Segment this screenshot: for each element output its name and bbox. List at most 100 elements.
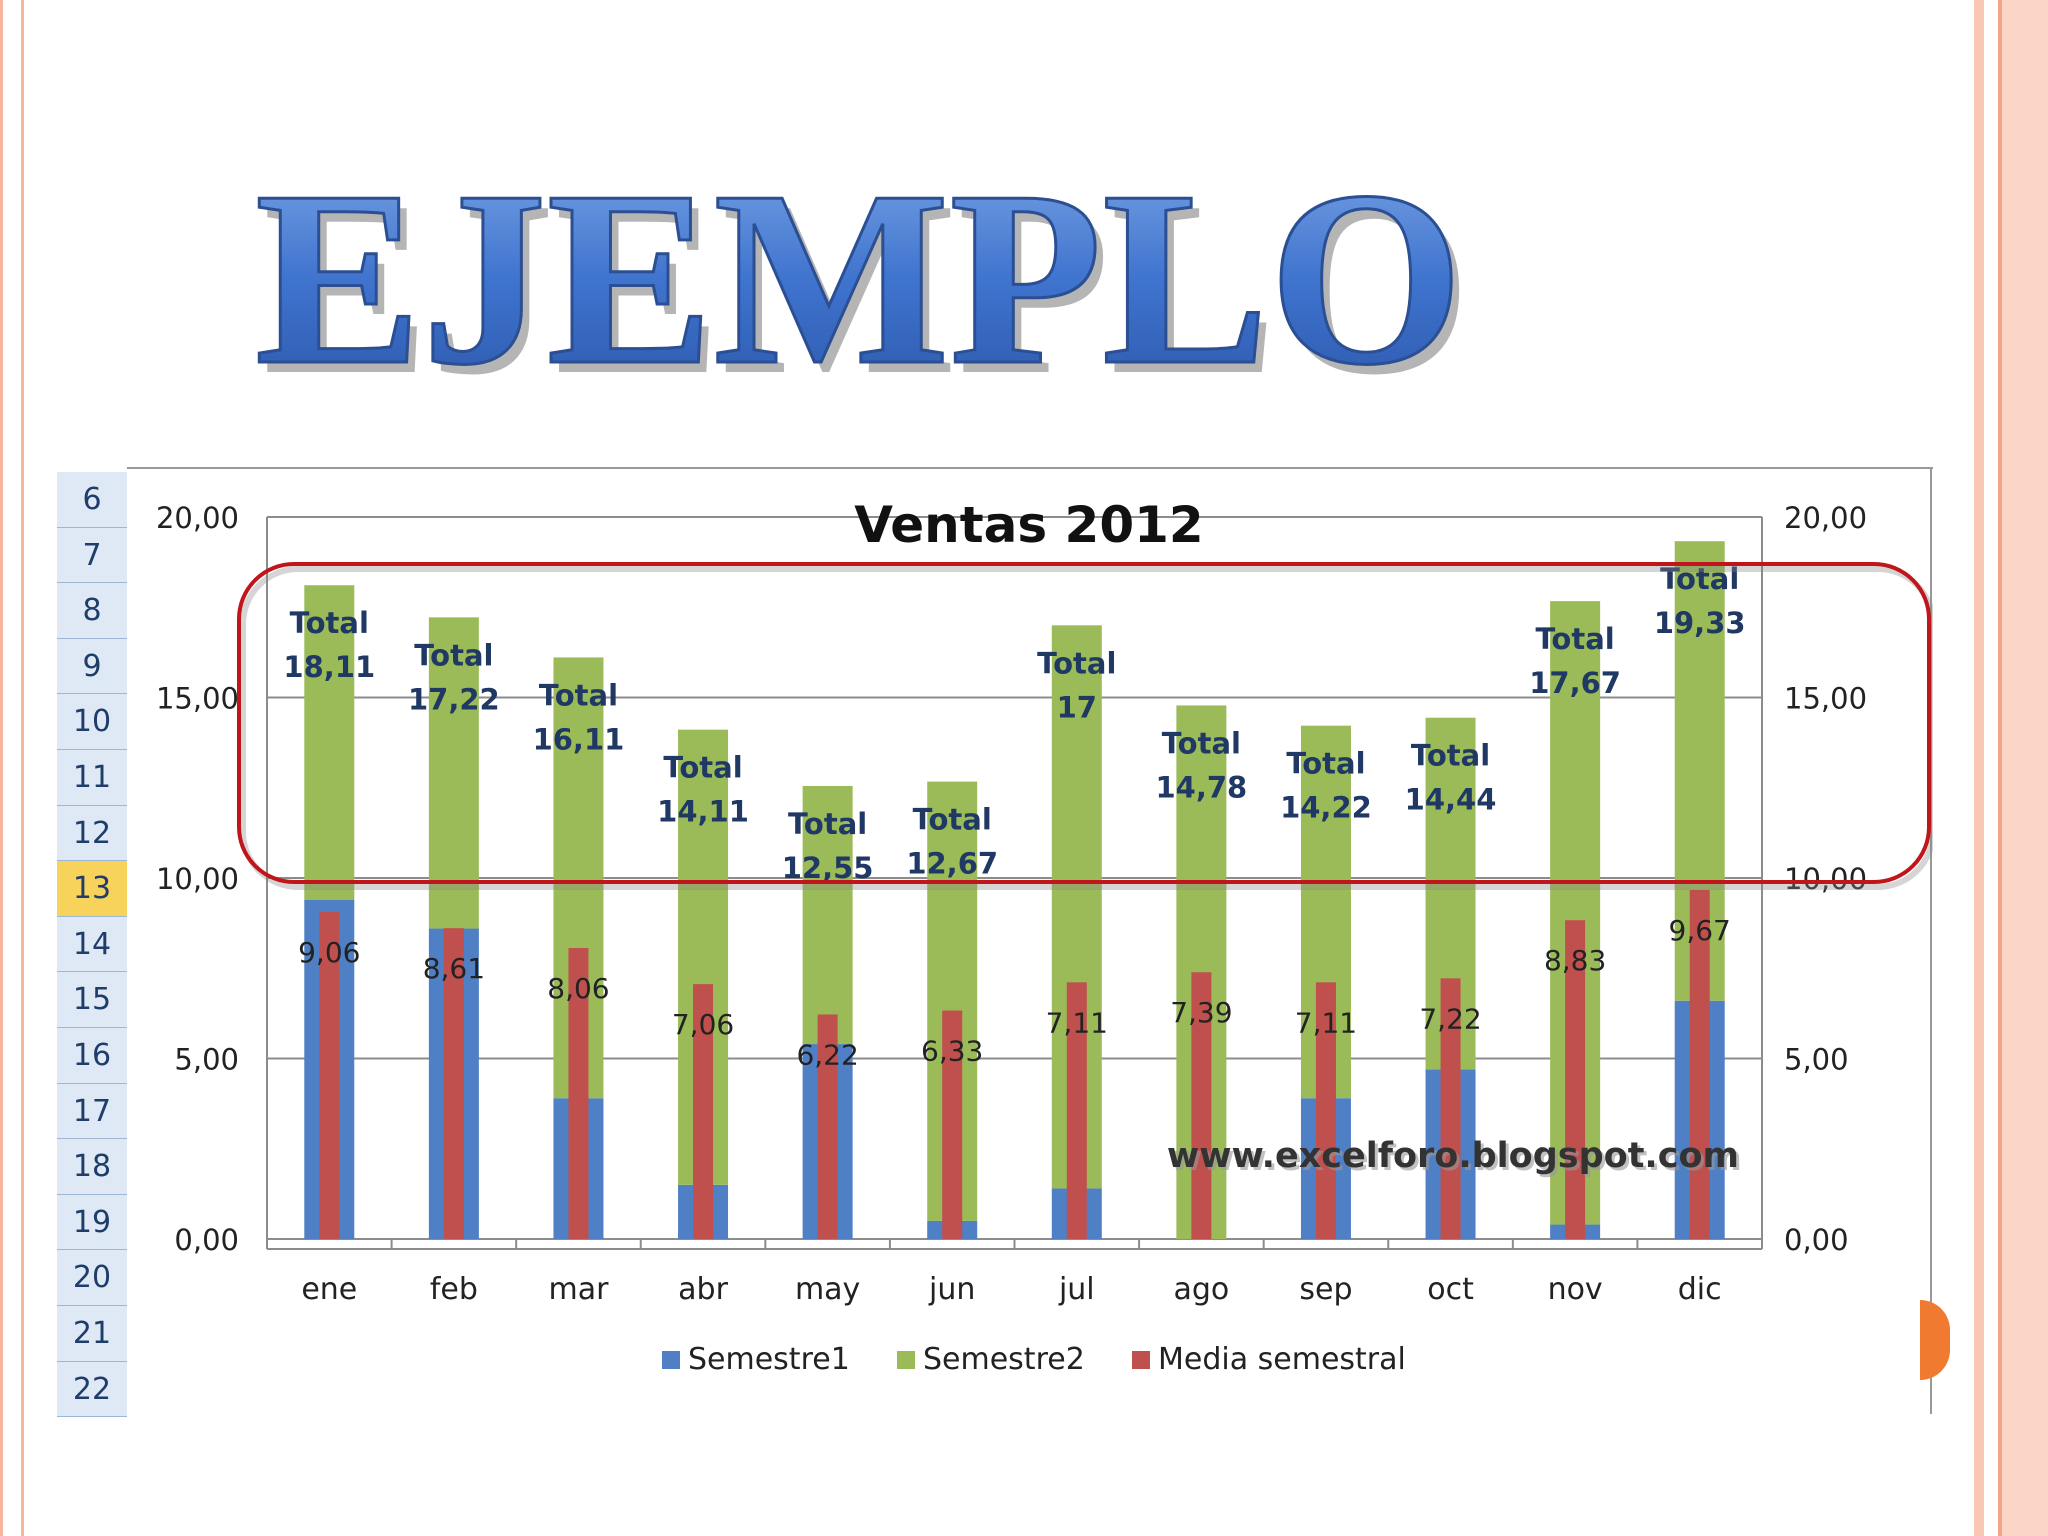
total-data-label: 17,67	[1529, 666, 1621, 700]
bar-semestre2	[802, 785, 853, 1045]
row-header[interactable]: 10	[57, 694, 127, 750]
row-header[interactable]: 12	[57, 805, 127, 862]
media-data-label: 7,11	[1046, 1006, 1108, 1039]
slide-border-right	[1958, 0, 2048, 1536]
legend-label: Semestre2	[923, 1342, 1085, 1377]
legend-label: Media semestral	[1158, 1342, 1406, 1377]
media-data-label: 7,06	[672, 1008, 734, 1041]
x-tick-label: ago	[1173, 1272, 1229, 1307]
x-tick-label: feb	[430, 1272, 478, 1307]
row-header[interactable]: 19	[57, 1194, 127, 1251]
y-tick-label-right: 5,00	[1784, 1043, 1849, 1077]
x-tick-label: jun	[928, 1272, 975, 1307]
row-header[interactable]: 6	[57, 472, 127, 528]
x-tick-label: abr	[678, 1272, 728, 1307]
media-data-label: 9,67	[1669, 914, 1731, 947]
total-label-word: Total	[663, 751, 742, 785]
total-label-word: Total	[539, 678, 618, 712]
bar-media-semestral	[1440, 978, 1461, 1239]
chart-title: Ventas 2012	[854, 496, 1203, 554]
media-data-label: 7,22	[1419, 1002, 1481, 1035]
row-header[interactable]: 18	[57, 1139, 127, 1195]
bar-media-semestral	[1066, 982, 1087, 1239]
legend-swatch	[1132, 1351, 1150, 1369]
slide-title: EJEMPLO EJEMPLO	[255, 150, 1471, 400]
total-label-word: Total	[1286, 747, 1365, 781]
row-header[interactable]: 13	[57, 861, 127, 917]
y-tick-label-right: 10,00	[1784, 862, 1867, 896]
bar-media-semestral	[1565, 920, 1586, 1239]
bar-media-semestral	[693, 984, 714, 1239]
ventas-chart: 0,00 0,00 5,00 5,00 10,00 10,00 15,00 15,00 20,0…	[127, 462, 1933, 1414]
bar-media-semestral	[942, 1010, 963, 1239]
legend-swatch	[897, 1351, 915, 1369]
x-tick-label: dic	[1678, 1272, 1722, 1307]
bar-media-semestral	[1191, 972, 1212, 1239]
total-label-word: Total	[290, 606, 369, 640]
total-data-label: 16,11	[533, 722, 625, 756]
row-header[interactable]: 14	[57, 916, 127, 973]
total-data-label: 14,44	[1405, 783, 1497, 817]
total-data-label: 18,11	[283, 650, 375, 684]
total-label-word: Total	[1660, 562, 1739, 596]
total-label-word: Total	[1037, 646, 1116, 680]
total-data-label: 14,78	[1156, 770, 1248, 804]
bar-semestre2	[304, 585, 355, 900]
bar-media-semestral	[443, 928, 464, 1239]
row-header[interactable]: 16	[57, 1027, 127, 1084]
media-data-label: 8,06	[547, 972, 609, 1005]
slide-border-stripe	[1974, 0, 1984, 1536]
bar-media-semestral	[817, 1014, 838, 1239]
media-data-label: 6,33	[921, 1034, 983, 1067]
slide-border-band	[1998, 0, 2048, 1536]
total-label-word: Total	[1536, 622, 1615, 656]
highlight-box-shadow	[240, 566, 1933, 890]
x-tick-label: mar	[548, 1272, 609, 1307]
row-header[interactable]: 9	[57, 638, 127, 695]
y-tick-label-right: 0,00	[1784, 1223, 1849, 1257]
media-data-label: 7,39	[1170, 996, 1232, 1029]
total-data-label: 17	[1057, 690, 1097, 724]
total-label-word: Total	[1162, 726, 1241, 760]
slide-border-left	[0, 0, 24, 1536]
row-header[interactable]: 20	[57, 1250, 127, 1306]
x-tick-label: ene	[301, 1272, 357, 1307]
watermark-shadow: www.excelforo.blogspot.com	[1170, 1139, 1742, 1179]
total-data-label: 14,11	[657, 795, 749, 829]
spreadsheet-row-headers: 6 7 8 9 10 11 12 13 14 15 16 17 18 19 20 21 22	[57, 472, 127, 1418]
row-header[interactable]: 7	[57, 527, 127, 584]
row-header[interactable]: 22	[57, 1361, 127, 1418]
total-label-word: Total	[1411, 739, 1490, 773]
row-header[interactable]: 8	[57, 583, 127, 639]
watermark-text: www.excelforo.blogspot.com	[1167, 1136, 1739, 1176]
y-tick-label-left: 5,00	[174, 1043, 239, 1077]
y-tick-label-left: 15,00	[156, 682, 239, 716]
x-tick-label: nov	[1548, 1272, 1603, 1307]
slide-title-shadow: EJEMPLO	[263, 150, 1471, 400]
bar-media-semestral	[319, 911, 340, 1239]
y-tick-label-left: 0,00	[174, 1223, 239, 1257]
row-header[interactable]: 15	[57, 972, 127, 1028]
chart-area	[127, 462, 1933, 1414]
x-tick-label: oct	[1427, 1272, 1474, 1307]
total-label-word: Total	[788, 807, 867, 841]
bar-semestre2	[428, 617, 479, 929]
total-data-label: 17,22	[408, 682, 500, 716]
row-header[interactable]: 21	[57, 1305, 127, 1362]
bar-media-semestral	[1689, 889, 1710, 1239]
row-header[interactable]: 11	[57, 749, 127, 806]
y-tick-label-right: 15,00	[1784, 682, 1867, 716]
total-data-label: 12,55	[782, 851, 874, 885]
media-data-label: 8,83	[1544, 944, 1606, 977]
bar-media-semestral	[568, 948, 589, 1239]
row-header[interactable]: 17	[57, 1083, 127, 1140]
legend-label: Semestre1	[688, 1342, 850, 1377]
slide-title-text: EJEMPLO	[255, 150, 1463, 400]
highlight-box	[237, 562, 1931, 884]
total-label-word: Total	[913, 803, 992, 837]
y-tick-label-left: 20,00	[156, 501, 239, 535]
media-data-label: 7,11	[1295, 1006, 1357, 1039]
total-label-word: Total	[414, 638, 493, 672]
media-data-label: 8,61	[423, 952, 485, 985]
y-tick-label-right: 20,00	[1784, 501, 1867, 535]
